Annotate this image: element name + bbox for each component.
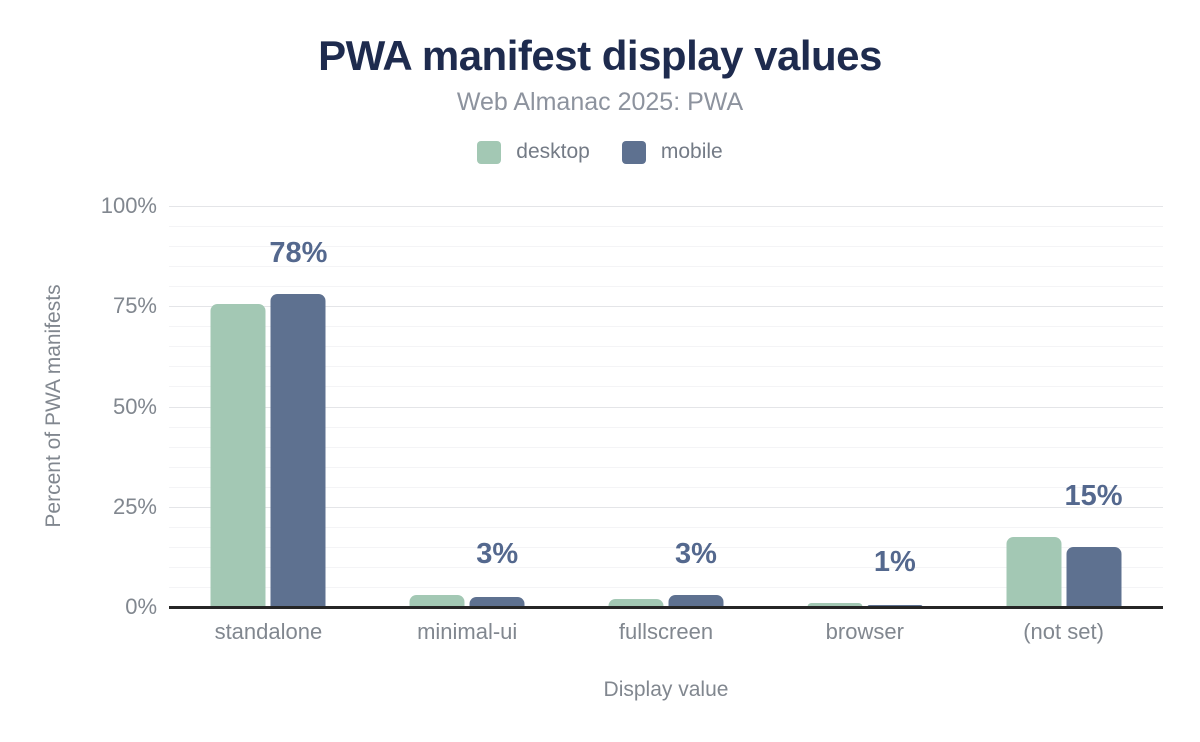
bar-pair — [210, 294, 326, 607]
gridline-major — [169, 506, 1163, 508]
chart-subtitle: Web Almanac 2025: PWA — [456, 88, 744, 116]
x-tick-label: (not set) — [1023, 619, 1104, 644]
x-tick-label: browser — [825, 619, 904, 644]
gridline-minor — [169, 326, 1163, 328]
gridline-minor — [169, 486, 1163, 488]
bar-pair — [1006, 536, 1122, 607]
bar-group-(not set): 15% — [964, 206, 1163, 607]
y-tick-label: 0% — [125, 594, 157, 619]
gridline-minor — [169, 526, 1163, 528]
y-tick-label: 25% — [112, 493, 157, 519]
gridline-minor — [169, 286, 1163, 288]
bar-mobile-fullscreen — [668, 594, 724, 607]
gridline-minor — [169, 446, 1163, 448]
bar-desktop-standalone — [210, 304, 266, 607]
x-axis-ticks: standalone minimal-ui fullscreen browser (no… — [169, 619, 1163, 645]
bar-pair — [608, 594, 724, 607]
x-axis-line — [169, 606, 1163, 609]
gridline-minor — [169, 366, 1163, 368]
chart-title: PWA manifest display values — [318, 32, 882, 79]
bar-group-minimal-ui: 3% — [368, 206, 567, 607]
gridline-minor — [169, 466, 1163, 468]
legend-swatch-mobile — [621, 140, 646, 164]
x-tick-label: fullscreen — [618, 619, 714, 644]
x-axis-title: Display value — [603, 678, 729, 701]
gridline-minor — [169, 226, 1163, 228]
bar-group-standalone: 78% — [169, 206, 368, 607]
bar-desktop-browser — [807, 603, 863, 607]
y-tick-label: 75% — [112, 293, 157, 319]
bar-desktop-fullscreen — [608, 598, 664, 607]
legend-swatch-desktop — [477, 140, 502, 164]
gridline-major — [169, 406, 1163, 408]
gridline-minor — [169, 266, 1163, 268]
bar-value-label: 1% — [873, 546, 916, 578]
bar-mobile-(not set) — [1066, 546, 1122, 607]
plot-area: 78% 3% 3% 1% 15% — [169, 206, 1163, 607]
legend: desktop mobile — [0, 140, 1200, 164]
gridline-minor — [169, 586, 1163, 588]
bar-value-label: 3% — [476, 537, 519, 570]
bar-group-fullscreen: 3% — [567, 206, 766, 607]
gridline-minor — [169, 246, 1163, 248]
y-tick-label: 50% — [112, 393, 157, 419]
gridline-minor — [169, 566, 1163, 568]
bar-value-label: 15% — [1064, 479, 1123, 512]
gridline-minor — [169, 426, 1163, 428]
bar-desktop-minimal-ui — [409, 594, 465, 607]
legend-item-mobile[interactable]: mobile — [621, 140, 723, 164]
x-tick-label: standalone — [214, 619, 323, 644]
bar-mobile-minimal-ui — [469, 596, 525, 607]
gridline-minor — [169, 386, 1163, 388]
gridline-minor — [169, 546, 1163, 548]
gridline-major — [169, 206, 1163, 207]
legend-item-desktop[interactable]: desktop — [477, 140, 590, 164]
x-tick-label: minimal-ui — [417, 619, 518, 644]
gridline-major — [169, 306, 1163, 308]
bar-mobile-standalone — [270, 294, 326, 607]
legend-label: desktop — [516, 140, 590, 163]
bar-pair — [409, 594, 525, 607]
gridline-minor — [169, 346, 1163, 348]
bar-desktop-(not set) — [1006, 536, 1062, 607]
y-tick-label: 100% — [100, 193, 157, 218]
legend-label: mobile — [660, 140, 723, 163]
bar-value-label: 78% — [269, 237, 328, 270]
bar-group-browser: 1% — [765, 206, 964, 607]
bar-value-label: 3% — [675, 537, 717, 570]
